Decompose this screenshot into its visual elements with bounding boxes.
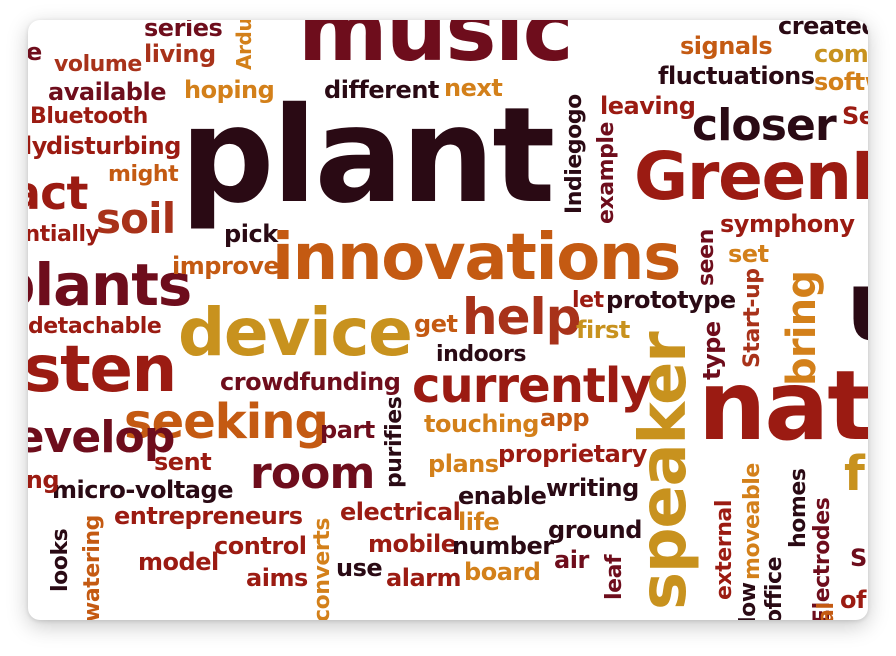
word: com xyxy=(814,40,868,68)
word: help xyxy=(462,288,581,346)
word: act xyxy=(28,166,88,220)
word: indoors xyxy=(436,342,527,367)
word: entrepreneurs xyxy=(114,502,303,530)
word: series xyxy=(144,20,223,42)
word: plants xyxy=(28,251,192,319)
word: improve xyxy=(172,252,280,280)
word: e xyxy=(28,38,42,66)
word: living xyxy=(144,40,216,68)
word: ing xyxy=(28,466,60,494)
word: writing xyxy=(546,474,639,502)
word: part xyxy=(320,416,375,444)
word: enable xyxy=(458,482,547,510)
word: leaf xyxy=(602,554,627,600)
word: sent xyxy=(154,448,212,476)
word: nat xyxy=(698,350,868,462)
word: life xyxy=(458,508,500,536)
word: homes xyxy=(786,468,811,548)
word: office xyxy=(762,556,787,620)
word: plans xyxy=(428,450,499,478)
word: different xyxy=(324,76,439,104)
word: seen xyxy=(694,229,719,286)
word: type xyxy=(698,321,726,380)
word: crowdfunding xyxy=(220,368,401,396)
word: purifies xyxy=(382,396,407,488)
word: develop xyxy=(28,412,175,463)
word: volume xyxy=(54,52,142,77)
word: innovations xyxy=(272,221,681,295)
word-cloud: music plant innovations device GreenM cl… xyxy=(28,20,868,620)
word: symphony xyxy=(720,210,855,238)
word: f xyxy=(844,446,865,502)
word: get xyxy=(414,310,458,338)
word: first xyxy=(576,316,630,344)
word: created xyxy=(778,20,868,40)
word: available xyxy=(48,78,167,106)
word: ground xyxy=(548,516,642,544)
word: next xyxy=(444,74,503,102)
word: u xyxy=(846,258,868,354)
word: room xyxy=(250,448,375,499)
word: softw xyxy=(814,68,868,96)
word: Indiegogo xyxy=(562,94,587,214)
word: plant xyxy=(180,79,555,233)
word: currently xyxy=(412,358,652,414)
word: watering xyxy=(80,515,105,620)
word: Bluetooth xyxy=(30,104,148,129)
word: might xyxy=(108,162,179,187)
word: pick xyxy=(224,220,278,248)
word: prototype xyxy=(606,286,736,314)
word: disturbing xyxy=(46,132,181,160)
word: aims xyxy=(246,564,308,592)
word: model xyxy=(138,548,219,576)
word: touching xyxy=(424,410,540,438)
word: app xyxy=(540,404,590,432)
word: listen xyxy=(28,333,177,407)
word: soil xyxy=(96,194,176,243)
word: leaving xyxy=(600,92,696,120)
word: Start-up xyxy=(740,268,765,368)
word: air xyxy=(554,546,589,574)
word: music xyxy=(298,20,574,81)
word: closer xyxy=(692,100,837,151)
word: GreenM xyxy=(634,138,868,215)
word: device xyxy=(178,294,413,371)
word: use xyxy=(336,554,383,582)
word: hoping xyxy=(184,76,275,104)
word: control xyxy=(214,532,307,560)
word: moveable xyxy=(740,463,765,580)
word: let xyxy=(572,288,604,313)
word: set xyxy=(728,240,769,268)
word: signals xyxy=(680,32,773,60)
word: external xyxy=(712,500,737,600)
word: example xyxy=(594,121,619,224)
word: bring xyxy=(779,270,825,386)
word: detachable xyxy=(28,314,162,339)
word: proprietary xyxy=(498,440,647,468)
word: electrical xyxy=(340,498,461,526)
word: fluctuations xyxy=(658,62,815,90)
word: number xyxy=(452,532,554,560)
word: seeking xyxy=(124,394,329,450)
word: mobile xyxy=(368,530,457,558)
word: looks xyxy=(48,528,73,592)
word: micro-voltage xyxy=(52,476,233,504)
word: potentially xyxy=(28,222,100,247)
word: low xyxy=(736,582,761,620)
word: Ardu xyxy=(232,20,256,70)
word: S xyxy=(850,544,867,572)
word: of xyxy=(840,586,866,614)
word: ly xyxy=(28,132,47,160)
word: board xyxy=(464,558,541,586)
word: converts xyxy=(310,517,335,620)
word: Se xyxy=(842,102,868,130)
word: al xyxy=(814,602,839,620)
word: alarm xyxy=(386,564,462,592)
